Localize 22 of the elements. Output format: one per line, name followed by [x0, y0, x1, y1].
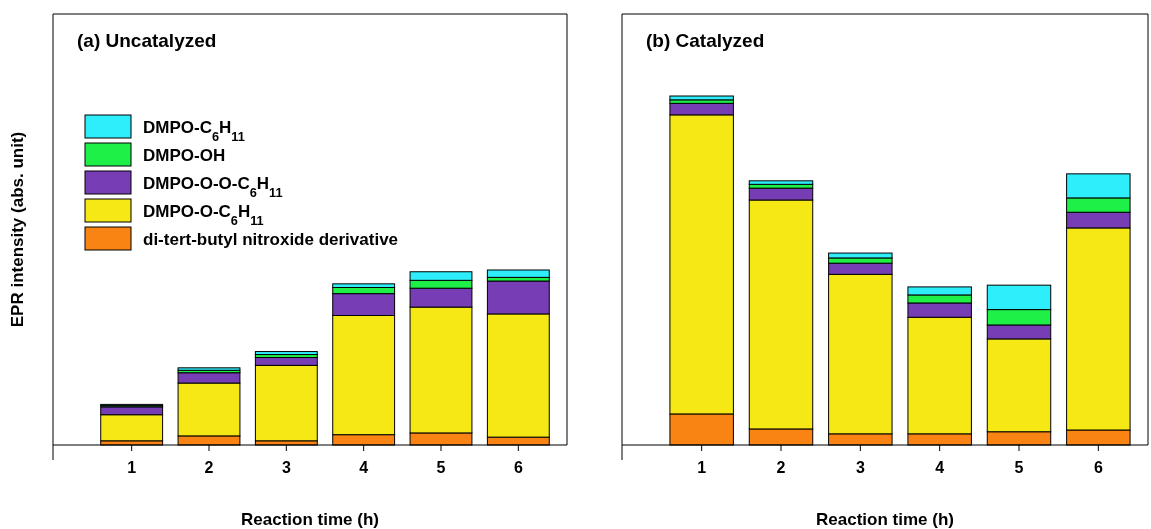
x-axis-title: Reaction time (h): [241, 510, 379, 529]
x-tick-label: 5: [436, 459, 446, 476]
x-tick-label: 6: [513, 459, 523, 476]
x-tick-label: 1: [697, 459, 707, 476]
x-tick-label: 5: [1014, 459, 1024, 476]
legend-label: DMPO-O-C$_{6}$H$_{11}$: [143, 202, 264, 228]
legend-label: DMPO-OH: [143, 146, 226, 165]
x-tick-label: 2: [204, 459, 214, 476]
x-tick-label: 4: [935, 459, 945, 476]
x-tick-label: 2: [776, 459, 786, 476]
chart-title: (b) Catalyzed: [646, 30, 765, 51]
legend-label: DMPO-C$_{6}$H$_{11}$: [143, 118, 245, 144]
x-tick-label: 3: [281, 459, 291, 476]
x-axis-title: Reaction time (h): [816, 510, 954, 529]
x-tick-label: 4: [359, 459, 369, 476]
x-tick-label: 6: [1093, 459, 1103, 476]
y-axis-title: EPR intensity (abs. unit): [8, 131, 27, 328]
x-tick-label: 1: [127, 459, 137, 476]
legend-label: di-tert-butyl nitroxide derivative: [143, 230, 399, 249]
chart-title: (a) Uncatalyzed: [77, 30, 217, 51]
x-tick-label: 3: [855, 459, 865, 476]
legend-label: DMPO-O-O-C$_{6}$H$_{11}$: [143, 174, 283, 200]
